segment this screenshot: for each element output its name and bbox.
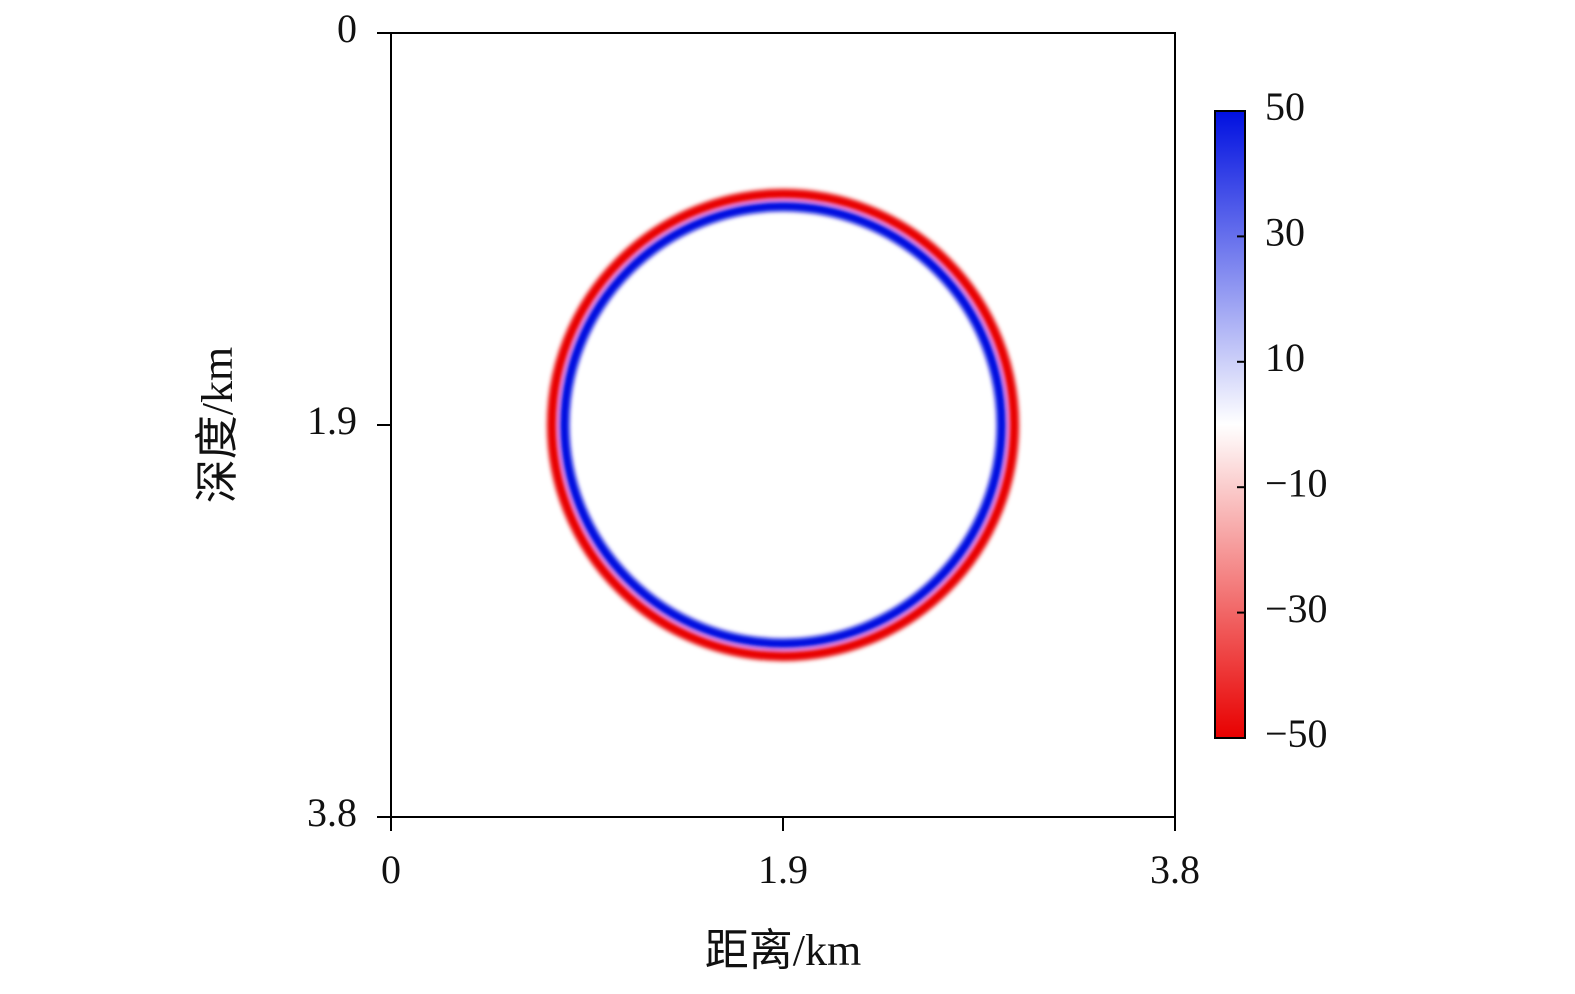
- colorbar-tick-label: −10: [1265, 460, 1328, 505]
- y-tick-label: 1.9: [307, 398, 357, 443]
- wavefield: [546, 188, 1020, 662]
- y-axis-label: 深度/km: [193, 347, 242, 503]
- ring: [546, 188, 1020, 662]
- x-axis-label: 距离/km: [705, 926, 861, 975]
- x-tick-label: 1.9: [758, 847, 808, 892]
- plot-frame: [390, 32, 1176, 818]
- colorbar: [1214, 110, 1246, 739]
- y-tick-label: 3.8: [307, 790, 357, 835]
- colorbar-tick-label: −30: [1265, 586, 1328, 631]
- x-tick-label: 0: [381, 847, 401, 892]
- ring: [559, 201, 1007, 649]
- colorbar-tick-label: 50: [1265, 84, 1305, 129]
- y-tick-label: 0: [337, 6, 357, 51]
- colorbar-tick-label: 10: [1265, 335, 1305, 380]
- colorbar-tick-label: −50: [1265, 711, 1328, 756]
- colorbar-tick-label: 30: [1265, 210, 1305, 255]
- x-tick-label: 3.8: [1150, 847, 1200, 892]
